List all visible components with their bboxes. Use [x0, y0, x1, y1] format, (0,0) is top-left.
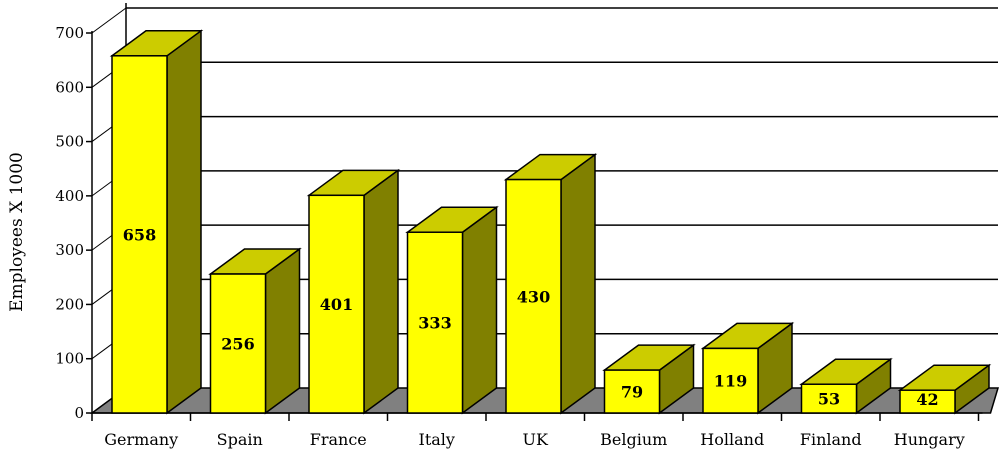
- y-tick-label: 400: [55, 187, 84, 205]
- x-tick-label: Holland: [700, 430, 764, 449]
- y-tick-label: 500: [55, 133, 84, 151]
- x-tick-label: Belgium: [600, 430, 667, 449]
- x-tick-label: Spain: [217, 430, 263, 449]
- data-label: 430: [517, 287, 550, 306]
- bar-front: [603, 369, 661, 414]
- bar-front: [702, 347, 759, 414]
- bar-side: [461, 205, 498, 415]
- labels: 658 Germany 256 Spain 401 France 333 Italy 430 UK…: [104, 225, 964, 449]
- bar-side: [264, 247, 301, 415]
- y-tick-label: 300: [55, 241, 84, 259]
- y-tick-label: 0: [74, 404, 84, 422]
- bar-front: [505, 178, 562, 414]
- data-label: 658: [123, 225, 156, 244]
- bar-italy: [405, 205, 499, 415]
- data-label: 42: [916, 390, 938, 409]
- y-tick-label: 700: [55, 24, 84, 42]
- x-tick-label: Hungary: [894, 430, 965, 449]
- data-label: 401: [320, 295, 353, 314]
- x-tick-label: Germany: [104, 430, 178, 449]
- data-label: 333: [418, 314, 451, 333]
- bar-front: [209, 273, 267, 414]
- bar-belgium: [602, 343, 696, 415]
- bar-front: [308, 194, 365, 414]
- bar-spain: [208, 247, 302, 415]
- data-label: 53: [818, 390, 840, 409]
- bar-france: [306, 168, 401, 415]
- bar-finland: [799, 357, 893, 415]
- bar-side: [166, 29, 202, 415]
- x-tick-label: UK: [523, 430, 549, 449]
- bar-front: [899, 389, 956, 414]
- bar-front: [800, 383, 858, 414]
- data-label: 256: [221, 335, 254, 354]
- bars: [109, 29, 992, 415]
- y-tick-label: 200: [55, 295, 84, 313]
- bar-front: [406, 231, 464, 414]
- bar-germany: [109, 29, 204, 415]
- y-tick-label: 600: [55, 78, 84, 96]
- bar-side: [363, 168, 399, 415]
- x-tick-label: Italy: [419, 430, 455, 449]
- x-tick-label: Finland: [800, 430, 862, 449]
- y-axis-title: Employees X 1000: [7, 152, 27, 312]
- bar-hungary: [897, 363, 992, 415]
- bar-side: [560, 153, 596, 415]
- bar-uk: [503, 153, 598, 415]
- bar-front: [111, 55, 168, 414]
- data-label: 119: [714, 372, 747, 391]
- data-label: 79: [621, 383, 643, 402]
- y-tick-label: 100: [55, 350, 84, 368]
- gridline-connector: [91, 7, 127, 34]
- x-tick-label: France: [310, 430, 367, 449]
- bar-holland: [700, 321, 795, 415]
